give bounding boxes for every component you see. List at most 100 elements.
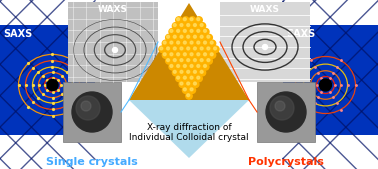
Text: Individual Colloidal crystal: Individual Colloidal crystal	[129, 134, 249, 142]
Circle shape	[179, 46, 186, 52]
Bar	[0, 25, 95, 135]
Circle shape	[183, 41, 186, 44]
Circle shape	[190, 76, 193, 79]
Circle shape	[169, 29, 175, 35]
Circle shape	[177, 41, 180, 44]
Circle shape	[163, 53, 166, 56]
Circle shape	[190, 29, 193, 32]
Circle shape	[200, 70, 203, 73]
Circle shape	[166, 58, 172, 64]
Circle shape	[183, 40, 189, 47]
Circle shape	[177, 76, 180, 79]
Circle shape	[174, 59, 176, 62]
Polygon shape	[129, 100, 249, 158]
Circle shape	[183, 29, 186, 32]
Circle shape	[186, 46, 192, 52]
Circle shape	[189, 17, 195, 23]
Circle shape	[187, 24, 190, 27]
Text: X-ray diffraction of: X-ray diffraction of	[147, 124, 231, 132]
Text: WAXS: WAXS	[98, 5, 128, 14]
Circle shape	[176, 29, 182, 35]
Circle shape	[204, 41, 206, 44]
Circle shape	[190, 41, 193, 44]
Circle shape	[203, 64, 209, 70]
Circle shape	[197, 41, 200, 44]
Circle shape	[194, 24, 196, 27]
Circle shape	[209, 52, 216, 58]
Circle shape	[166, 46, 172, 52]
Circle shape	[162, 52, 169, 58]
Circle shape	[186, 93, 192, 99]
Circle shape	[179, 69, 186, 76]
Circle shape	[190, 88, 193, 91]
Text: SAXS: SAXS	[286, 29, 315, 39]
Circle shape	[170, 53, 173, 56]
Circle shape	[196, 75, 202, 82]
Circle shape	[199, 23, 206, 29]
Circle shape	[262, 44, 268, 50]
Circle shape	[172, 69, 179, 76]
Circle shape	[207, 47, 210, 50]
Circle shape	[203, 29, 209, 35]
Circle shape	[207, 59, 210, 62]
Circle shape	[192, 69, 199, 76]
Circle shape	[187, 82, 190, 85]
Circle shape	[207, 35, 210, 38]
Circle shape	[176, 75, 182, 82]
Circle shape	[177, 29, 180, 32]
Circle shape	[180, 59, 183, 62]
Bar	[257, 82, 315, 142]
Circle shape	[162, 40, 169, 47]
Circle shape	[183, 75, 189, 82]
Circle shape	[180, 47, 183, 50]
Circle shape	[183, 29, 189, 35]
Circle shape	[167, 47, 169, 50]
Circle shape	[176, 64, 182, 70]
Circle shape	[183, 53, 186, 56]
Circle shape	[206, 46, 212, 52]
Circle shape	[194, 59, 196, 62]
Circle shape	[196, 64, 202, 70]
Circle shape	[47, 79, 58, 91]
Circle shape	[174, 47, 176, 50]
Circle shape	[159, 46, 165, 52]
Circle shape	[180, 70, 183, 73]
Circle shape	[183, 65, 186, 67]
Circle shape	[183, 18, 186, 21]
Circle shape	[197, 53, 200, 56]
Circle shape	[72, 92, 112, 132]
Circle shape	[197, 18, 200, 21]
Circle shape	[177, 18, 180, 21]
Circle shape	[183, 52, 189, 58]
Circle shape	[169, 40, 175, 47]
Circle shape	[177, 65, 180, 67]
Circle shape	[192, 23, 199, 29]
Circle shape	[192, 46, 199, 52]
Circle shape	[275, 101, 285, 111]
Circle shape	[187, 94, 190, 97]
Circle shape	[199, 69, 206, 76]
Circle shape	[183, 87, 189, 93]
Circle shape	[179, 34, 186, 41]
Circle shape	[204, 29, 206, 32]
Circle shape	[113, 47, 118, 53]
Circle shape	[167, 59, 169, 62]
Circle shape	[172, 34, 179, 41]
Circle shape	[174, 35, 176, 38]
Circle shape	[177, 53, 180, 56]
Circle shape	[189, 40, 195, 47]
Circle shape	[187, 47, 190, 50]
Circle shape	[194, 82, 196, 85]
Circle shape	[192, 58, 199, 64]
Circle shape	[194, 47, 196, 50]
Circle shape	[180, 35, 183, 38]
Circle shape	[266, 92, 306, 132]
Circle shape	[189, 87, 195, 93]
Circle shape	[172, 46, 179, 52]
Circle shape	[206, 58, 212, 64]
Circle shape	[213, 46, 219, 52]
Bar	[283, 25, 378, 135]
Circle shape	[172, 58, 179, 64]
Bar	[220, 2, 310, 82]
Circle shape	[203, 40, 209, 47]
